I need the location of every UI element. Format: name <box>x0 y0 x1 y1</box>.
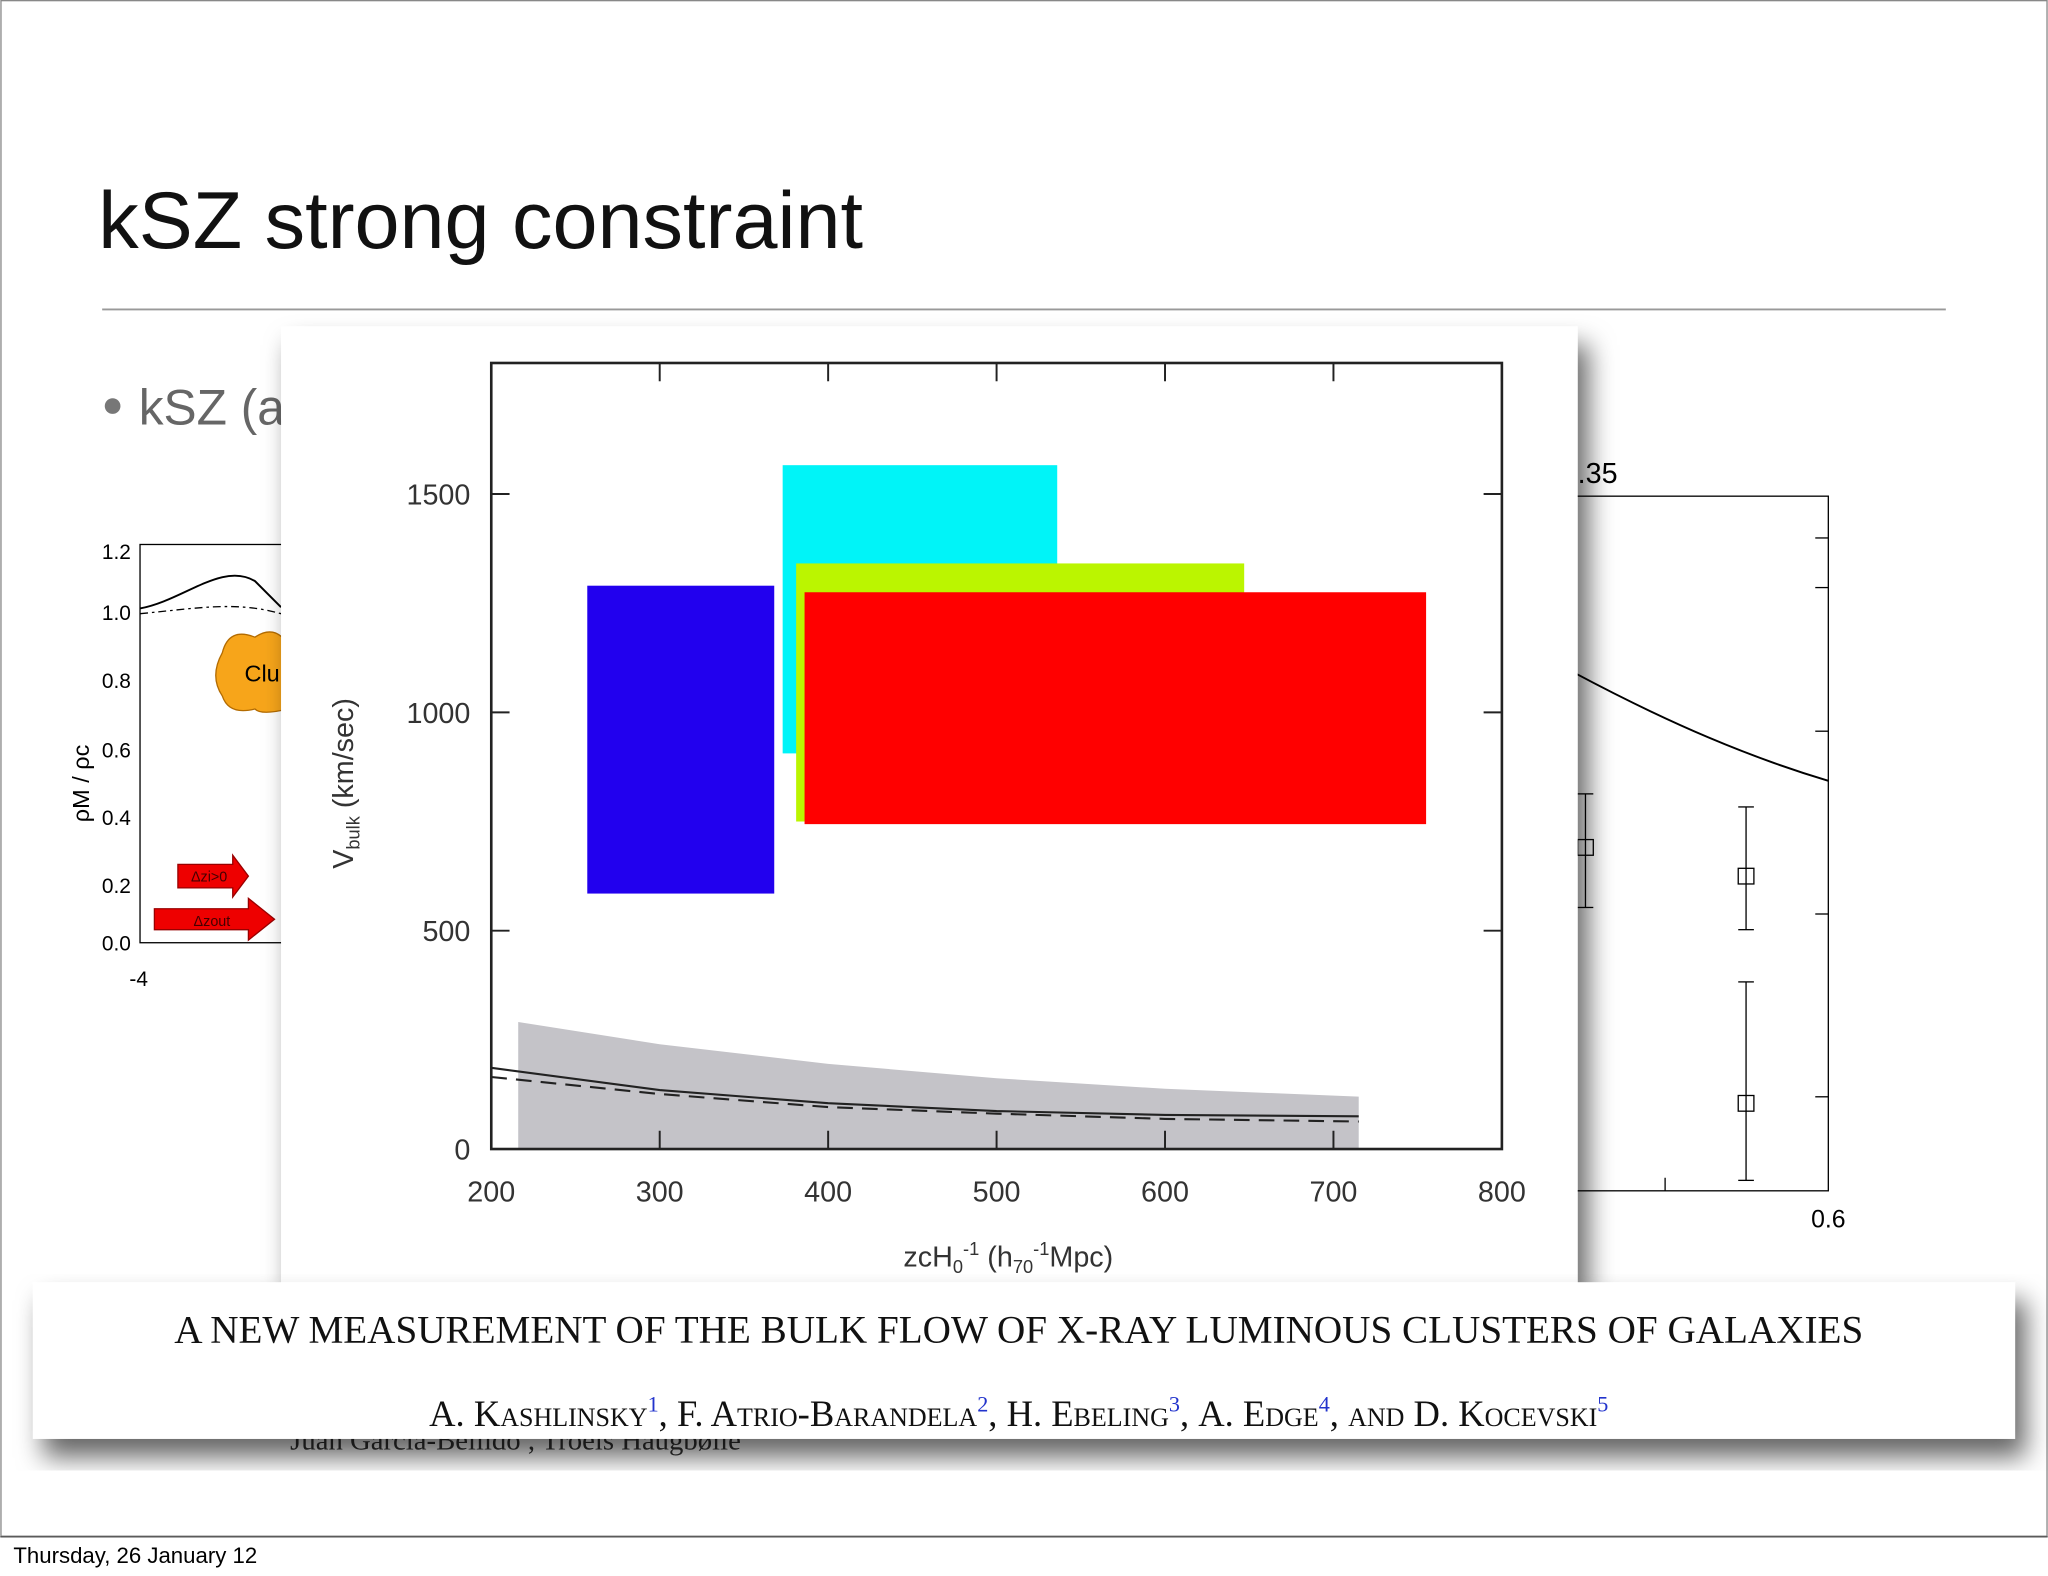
x-axis-label-part: -1 <box>963 1238 979 1259</box>
y-tick-label: 0.4 <box>102 807 131 830</box>
curve <box>139 605 282 615</box>
paper-title: A NEW MEASUREMENT OF THE BULK FLOW OF X-… <box>174 1308 1863 1351</box>
y-axis-label: Vbulk (km/sec) <box>328 698 364 869</box>
author-name: F. Atrio-Barandela <box>677 1393 977 1434</box>
separator: , <box>1180 1393 1198 1434</box>
bulk-flow-box <box>587 585 775 894</box>
y-tick-label: 0.8 <box>102 670 131 693</box>
author-affiliation: 2 <box>977 1391 988 1416</box>
x-axis-label: zcH0-1 (h70-1Mpc) <box>903 1238 1113 1277</box>
curve <box>1573 671 1829 782</box>
x-axis-label-part: (h <box>979 1242 1013 1274</box>
author-name: H. Ebeling <box>1007 1393 1169 1434</box>
blob-label: Clu <box>244 661 279 687</box>
y-tick-label: 1.2 <box>102 541 131 564</box>
arrow <box>153 896 276 942</box>
separator: , <box>1330 1393 1348 1434</box>
bulk-flow-box <box>804 592 1427 825</box>
curve <box>139 574 282 610</box>
bullet-text: kSZ (a <box>139 379 286 435</box>
x-axis-label-part: zcH <box>903 1242 952 1274</box>
separator: , <box>659 1393 677 1434</box>
y-tick-label: 1000 <box>406 698 470 730</box>
conjunction: and <box>1348 1393 1404 1434</box>
left-fragment: Clu Δzi>0 Δzout ρM / ρc -4 1.2 1.0 0.8 0.6 0… <box>68 541 298 991</box>
x-tick-label: 700 <box>1309 1176 1357 1208</box>
y-tick-label: 1.0 <box>102 602 131 625</box>
y-tick-label: 1500 <box>406 479 470 511</box>
separator <box>1404 1393 1413 1434</box>
paper-header <box>32 1282 2016 1439</box>
arrow-label: Δzi>0 <box>191 869 227 885</box>
author-name: A. Edge <box>1198 1393 1318 1434</box>
x-tick-label: 300 <box>636 1176 684 1208</box>
x-tick-label: 800 <box>1478 1176 1526 1208</box>
author-affiliation: 5 <box>1597 1391 1608 1416</box>
y-axis-label-part: bulk <box>342 815 363 849</box>
author-affiliation: 4 <box>1319 1391 1330 1416</box>
y-tick-label: 0.2 <box>102 875 131 898</box>
y-axis-label-part: (km/sec) <box>328 698 360 816</box>
fragment-label: 0.6 <box>1811 1206 1845 1233</box>
x-tick-label: 500 <box>973 1176 1021 1208</box>
y-tick-label: 0.0 <box>102 933 131 956</box>
x-tick-label: 600 <box>1141 1176 1189 1208</box>
x-axis-label-part: -1 <box>1033 1238 1049 1259</box>
x-tick-label: -4 <box>129 968 148 991</box>
y-label: ρM / ρc <box>68 744 94 822</box>
separator: , <box>988 1393 1006 1434</box>
x-tick-label: 400 <box>804 1176 852 1208</box>
x-tick-label: 200 <box>467 1176 515 1208</box>
arrow <box>177 853 250 899</box>
cluster-blob <box>215 631 289 713</box>
model-line <box>491 1066 1359 1118</box>
author-name: A. Kashlinsky <box>429 1393 648 1434</box>
error-points <box>1576 537 1829 1191</box>
paper-authors: A. Kashlinsky1​, F. Atrio-Barandela2​, H… <box>429 1391 1608 1433</box>
author-affiliation: 3 <box>1169 1391 1180 1416</box>
bullet-dot <box>104 398 121 414</box>
author-name: D. Kocevski <box>1414 1393 1598 1434</box>
x-axis-label-part: 70 <box>1013 1256 1033 1277</box>
uncertainty-band <box>518 1021 1359 1150</box>
y-tick-label: 0.6 <box>102 739 131 762</box>
y-tick-label: 500 <box>422 916 470 948</box>
y-axis-label-part: V <box>328 849 360 869</box>
x-axis-label-part: 0 <box>953 1256 963 1277</box>
bulk-flow-chart: 200 300 400 500 600 700 800050010001500zcH0-1 … <box>328 361 1526 1277</box>
footer-date: Thursday, 26 January 12 <box>13 1543 257 1568</box>
x-axis-label-part: Mpc) <box>1049 1242 1113 1274</box>
arrow-label: Δzout <box>194 914 231 930</box>
y-tick-label: 0 <box>454 1134 470 1166</box>
fragment-label: .35 <box>1578 458 1618 490</box>
slide-title: kSZ strong constraint <box>98 176 863 266</box>
model-line <box>491 1075 1359 1123</box>
author-affiliation: 1 <box>648 1391 659 1416</box>
